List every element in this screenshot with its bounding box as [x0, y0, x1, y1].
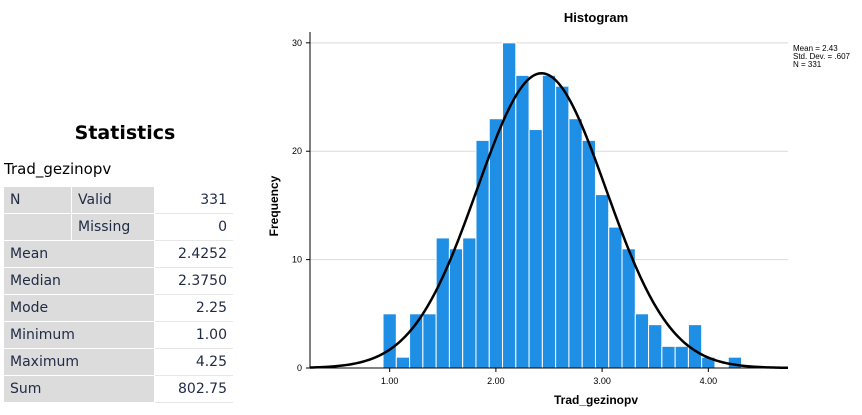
- histogram-bar: [395, 356, 411, 369]
- y-tick-label: 20: [292, 146, 302, 156]
- histogram-svg: Histogram Trad_gezinopv Frequency 0 10 20 3…: [267, 10, 851, 407]
- valid-label: Valid: [71, 187, 155, 214]
- histogram-chart: Histogram Trad_gezinopv Frequency 0 10 20 3…: [258, 0, 862, 410]
- stats-row-minimum: Minimum 1.00: [4, 321, 233, 349]
- stats-row-maximum: Maximum 4.25: [4, 348, 233, 376]
- mode-value: 2.25: [154, 294, 233, 322]
- x-tick-label: 2.00: [487, 376, 505, 386]
- histogram-bar: [462, 237, 477, 369]
- stats-row-median: Median 2.3750: [4, 267, 233, 295]
- median-label: Median: [4, 267, 155, 295]
- legend-line: N = 331: [793, 60, 822, 69]
- x-axis-label: Trad_gezinopv: [554, 393, 638, 407]
- histogram-bar: [422, 313, 437, 369]
- histogram-bar: [621, 248, 636, 369]
- histogram-bar: [594, 194, 610, 369]
- stats-row-mean: Mean 2.4252: [4, 240, 233, 268]
- legend-line: Mean = 2.43: [793, 44, 838, 53]
- y-tick-label: 0: [297, 363, 302, 373]
- stats-row-missing: Missing 0: [4, 213, 233, 241]
- maximum-label: Maximum: [4, 348, 155, 376]
- histogram-bar: [435, 237, 450, 369]
- minimum-label: Minimum: [4, 321, 155, 349]
- stats-row-valid: N Valid 331: [4, 187, 233, 214]
- histogram-bar: [555, 85, 570, 369]
- minimum-value: 1.00: [154, 321, 233, 349]
- stats-row-sum: Sum 802.75: [4, 375, 233, 403]
- y-axis-label: Frequency: [267, 175, 281, 236]
- stats-row-mode: Mode 2.25: [4, 294, 233, 322]
- chart-title: Histogram: [564, 10, 628, 25]
- histogram-bar: [674, 345, 689, 369]
- valid-value: 331: [154, 187, 233, 214]
- histogram-bar: [648, 324, 663, 369]
- histogram-bar: [608, 226, 623, 369]
- n-label-empty: [4, 213, 72, 241]
- x-tick-label: 4.00: [700, 376, 718, 386]
- maximum-value: 4.25: [154, 348, 233, 376]
- variable-name: Trad_gezinopv: [4, 160, 112, 178]
- histogram-bar: [488, 118, 504, 369]
- x-tick-label: 1.00: [381, 376, 399, 386]
- normal-curve-layer: [309, 72, 789, 370]
- sum-value: 802.75: [154, 375, 233, 403]
- n-label: N: [4, 187, 72, 214]
- mode-label: Mode: [4, 294, 155, 322]
- histogram-bar: [661, 345, 676, 369]
- mean-value: 2.4252: [154, 240, 233, 268]
- normal-curve: [309, 72, 789, 370]
- tick-labels: 0 10 20 30 1.00 2.00 3.00 4.00: [292, 38, 717, 386]
- mean-label: Mean: [4, 240, 155, 268]
- histogram-bar: [502, 42, 517, 369]
- missing-value: 0: [154, 213, 233, 241]
- histogram-bar: [634, 313, 650, 369]
- histogram-bar: [528, 129, 543, 369]
- histogram-bar: [382, 313, 397, 369]
- statistics-panel: Statistics Trad_gezinopv N Valid 331 Mis…: [0, 0, 250, 410]
- sum-label: Sum: [4, 375, 155, 403]
- y-tick-label: 10: [292, 255, 302, 265]
- x-tick-label: 3.00: [593, 376, 611, 386]
- y-tick-label: 30: [292, 38, 302, 48]
- statistics-table: N Valid 331 Missing 0 Mean 2.4252 Median…: [4, 187, 233, 403]
- histogram-bar: [541, 74, 557, 369]
- statistics-title: Statistics: [74, 122, 176, 144]
- legend-line: Std. Dev. = .607: [793, 52, 851, 61]
- histogram-bar: [515, 74, 530, 369]
- histogram-bars: [382, 42, 743, 369]
- median-value: 2.3750: [154, 267, 233, 295]
- histogram-bar: [448, 248, 464, 369]
- missing-label: Missing: [71, 213, 155, 241]
- histogram-bar: [581, 139, 596, 369]
- histogram-bar: [568, 118, 583, 369]
